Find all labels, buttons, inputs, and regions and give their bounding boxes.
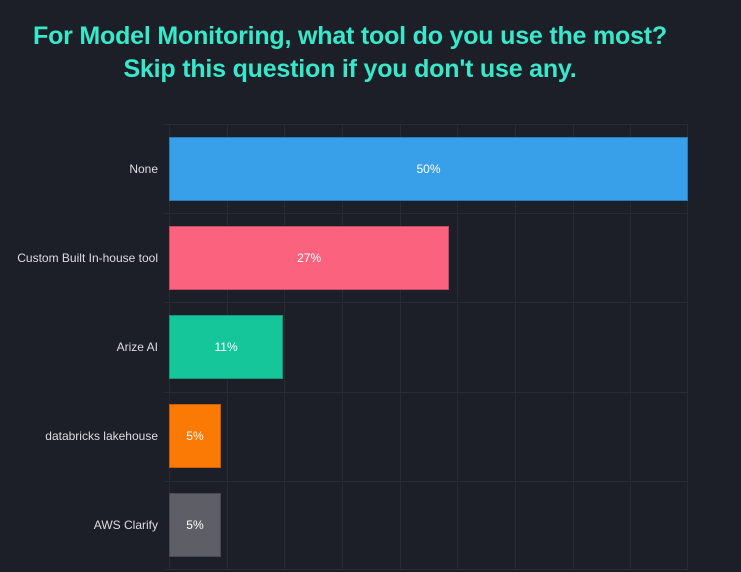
y-gridline [164, 569, 688, 570]
bar-row: 50% [169, 124, 688, 213]
chart-title-line2: Skip this question if you don't use any. [123, 55, 577, 83]
bar-value-label: 11% [214, 339, 238, 354]
bar-row: 11% [169, 302, 688, 391]
y-gridline [164, 391, 688, 393]
bar-row: 5% [169, 481, 688, 570]
category-label: None [129, 161, 158, 176]
category-axis-labels: None Custom Built In-house tool Arize AI da… [0, 124, 158, 570]
bar-value-label: 5% [186, 429, 204, 444]
bar-value-label: 5% [186, 518, 204, 533]
y-gridline [164, 480, 688, 482]
chart-title-line1: For Model Monitoring, what tool do you u… [33, 22, 667, 50]
category-label: AWS Clarify [93, 518, 158, 533]
x-gridline [284, 124, 286, 570]
bar-row: 27% [169, 213, 688, 302]
plot-area: 50% 27% 11% 5% 5% [164, 124, 688, 570]
y-gridline [164, 124, 688, 125]
x-gridline [515, 124, 516, 570]
bar-databricks-lakehouse: 5% [169, 404, 221, 469]
bar-aws-clarify: 5% [169, 493, 221, 558]
y-gridline [164, 213, 688, 215]
bar-series: 50% 27% 11% 5% 5% [169, 124, 688, 570]
x-gridline [457, 124, 459, 570]
category-label: Arize AI [116, 339, 158, 354]
x-gridline [687, 124, 688, 570]
bar-custom-built-in-house-tool: 27% [169, 225, 450, 290]
x-gridline [572, 124, 574, 570]
category-label: Custom Built In-house tool [17, 250, 158, 265]
x-gridline [630, 124, 632, 570]
bar-value-label: 50% [416, 161, 441, 176]
x-gridline [342, 124, 343, 570]
y-gridline [164, 302, 688, 304]
category-label: databricks lakehouse [45, 429, 158, 444]
bar-row: 5% [169, 392, 688, 481]
x-gridline [399, 124, 401, 570]
chart-title: For Model Monitoring, what tool do you u… [0, 20, 700, 86]
bar-value-label: 27% [297, 250, 322, 265]
bar-arize-ai: 11% [169, 314, 284, 379]
bar-none: 50% [169, 136, 688, 201]
